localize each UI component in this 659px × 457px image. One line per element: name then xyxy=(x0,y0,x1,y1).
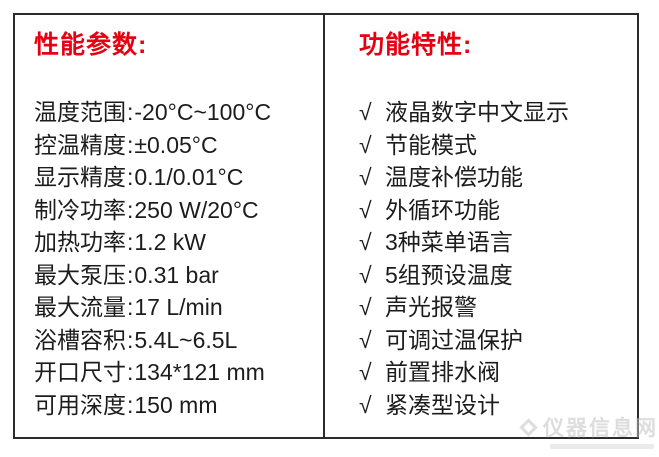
feature-label: 外循环功能 xyxy=(385,196,500,223)
spec-label: 加热功率 xyxy=(34,229,126,255)
check-icon: √ xyxy=(359,326,372,353)
feature-label: 液晶数字中文显示 xyxy=(385,99,569,125)
spec-separator: : xyxy=(127,359,134,385)
spec-row: 可用深度:150 mm xyxy=(34,389,323,422)
spec-row: 最大流量:17 L/min xyxy=(34,291,323,324)
spec-row: 浴槽容积:5.4L~6.5L xyxy=(34,324,323,357)
feature-label: 3种菜单语言 xyxy=(385,229,513,255)
spec-row: 开口尺寸:134*121 mm xyxy=(34,356,323,389)
spec-value: -20°C~100°C xyxy=(134,99,272,125)
spec-value: 134*121 mm xyxy=(134,359,265,385)
feature-label: 5组预设温度 xyxy=(385,261,513,288)
feature-row: √ 3种菜单语言 xyxy=(359,226,637,259)
spec-row: 温度范围:-20°C~100°C xyxy=(34,96,323,129)
spec-label: 制冷功率 xyxy=(34,196,126,223)
feature-row: √ 声光报警 xyxy=(359,291,637,324)
check-icon: √ xyxy=(359,359,372,385)
spec-label: 最大流量 xyxy=(34,294,126,320)
feature-row: √ 液晶数字中文显示 xyxy=(359,96,637,129)
spec-value: 0.1/0.01°C xyxy=(134,164,244,190)
spec-value: 1.2 kW xyxy=(134,229,206,255)
check-icon: √ xyxy=(359,294,372,320)
features-title: 功能特性: xyxy=(359,31,473,59)
check-icon: √ xyxy=(359,131,372,158)
spec-label: 最大泵压 xyxy=(34,261,126,288)
spec-value: 250 W/20°C xyxy=(134,196,259,223)
feature-label: 声光报警 xyxy=(385,294,477,320)
spec-label: 温度范围 xyxy=(34,99,126,125)
check-icon: √ xyxy=(359,99,372,125)
spec-row: 制冷功率:250 W/20°C xyxy=(34,194,323,227)
spec-value: 17 L/min xyxy=(134,294,223,320)
check-icon: √ xyxy=(359,196,372,223)
feature-label: 前置排水阀 xyxy=(385,359,500,385)
spec-label: 显示精度 xyxy=(34,164,126,190)
spec-label: 开口尺寸 xyxy=(34,359,126,385)
feature-label: 节能模式 xyxy=(385,131,477,158)
check-icon: √ xyxy=(359,164,372,190)
spec-value: 5.4L~6.5L xyxy=(134,326,238,353)
spec-label: 控温精度 xyxy=(34,131,126,158)
spec-separator: : xyxy=(127,326,134,353)
feature-row: √ 紧凑型设计 xyxy=(359,389,637,422)
check-icon: √ xyxy=(359,391,372,418)
spec-value: ±0.05°C xyxy=(134,131,218,158)
check-icon: √ xyxy=(359,261,372,288)
spec-separator: : xyxy=(127,131,134,158)
spec-label: 浴槽容积 xyxy=(34,326,126,353)
spec-value: 150 mm xyxy=(134,391,218,418)
spec-value: 0.31 bar xyxy=(134,261,219,288)
feature-list: √ 液晶数字中文显示 √ 节能模式 √ 温度补偿功能 √ 外循环功能 √ 3种菜… xyxy=(359,96,637,421)
spec-row: 控温精度:±0.05°C xyxy=(34,129,323,162)
feature-row: √ 外循环功能 xyxy=(359,194,637,227)
spec-separator: : xyxy=(127,164,134,190)
performance-panel: 性能参数: 温度范围:-20°C~100°C 控温精度:±0.05°C 显示精度… xyxy=(15,15,325,437)
spec-separator: : xyxy=(127,294,134,320)
performance-title: 性能参数: xyxy=(34,31,148,59)
check-icon: √ xyxy=(359,229,372,255)
spec-separator: : xyxy=(127,229,134,255)
spec-separator: : xyxy=(127,99,134,125)
spec-table: 性能参数: 温度范围:-20°C~100°C 控温精度:±0.05°C 显示精度… xyxy=(13,13,639,439)
feature-label: 温度补偿功能 xyxy=(385,164,523,190)
spec-separator: : xyxy=(127,391,134,418)
watermark-subline xyxy=(550,444,654,449)
feature-label: 紧凑型设计 xyxy=(385,391,500,418)
feature-row: √ 温度补偿功能 xyxy=(359,161,637,194)
spec-list: 温度范围:-20°C~100°C 控温精度:±0.05°C 显示精度:0.1/0… xyxy=(34,96,323,421)
feature-row: √ 前置排水阀 xyxy=(359,356,637,389)
feature-label: 可调过温保护 xyxy=(385,326,523,353)
spec-separator: : xyxy=(127,196,134,223)
feature-row: √ 可调过温保护 xyxy=(359,324,637,357)
feature-row: √ 节能模式 xyxy=(359,129,637,162)
spec-row: 显示精度:0.1/0.01°C xyxy=(34,161,323,194)
spec-row: 加热功率:1.2 kW xyxy=(34,226,323,259)
features-panel: 功能特性: √ 液晶数字中文显示 √ 节能模式 √ 温度补偿功能 √ 外循环功能… xyxy=(325,15,637,437)
feature-row: √ 5组预设温度 xyxy=(359,259,637,292)
spec-label: 可用深度 xyxy=(34,391,126,418)
spec-row: 最大泵压:0.31 bar xyxy=(34,259,323,292)
spec-separator: : xyxy=(127,261,134,288)
